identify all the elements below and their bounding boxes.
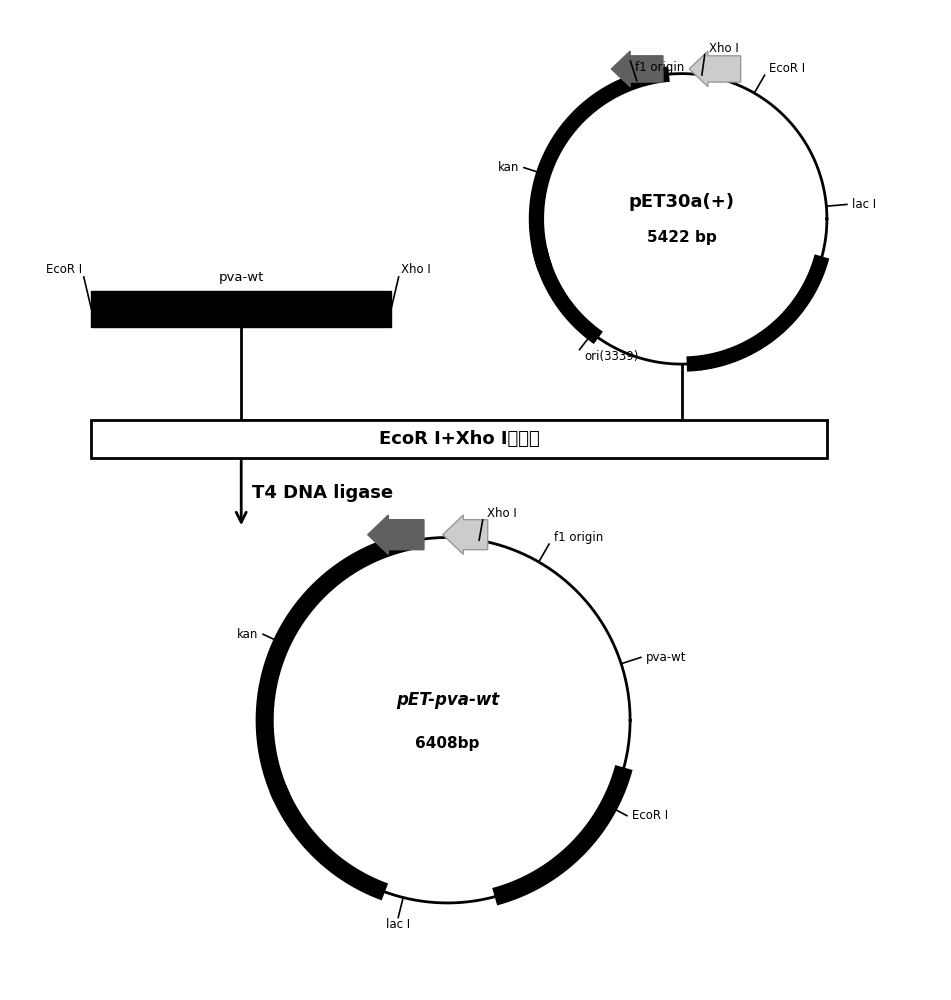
Text: EcoR I+Xho I双酶切: EcoR I+Xho I双酶切: [378, 430, 539, 448]
Text: kan: kan: [498, 161, 519, 174]
Text: pva-wt: pva-wt: [646, 651, 686, 664]
Text: Xho I: Xho I: [487, 507, 517, 520]
Bar: [91, 420, 827, 458]
FancyArrow shape: [368, 515, 424, 554]
Text: Xho I: Xho I: [709, 42, 739, 55]
Text: 5422 bp: 5422 bp: [647, 230, 716, 245]
FancyArrow shape: [443, 515, 488, 554]
Text: ori(3339): ori(3339): [584, 350, 639, 363]
Text: kan: kan: [237, 628, 259, 641]
Text: EcoR I: EcoR I: [631, 809, 668, 822]
Bar: [91, 291, 391, 327]
FancyArrow shape: [689, 51, 741, 87]
Text: f1 origin: f1 origin: [635, 61, 685, 74]
Text: f1 origin: f1 origin: [553, 531, 603, 544]
FancyArrow shape: [611, 51, 663, 87]
Text: EcoR I: EcoR I: [769, 62, 805, 75]
Text: T4 DNA ligase: T4 DNA ligase: [252, 484, 394, 502]
Text: pET30a(+): pET30a(+): [629, 193, 735, 211]
Text: lac I: lac I: [386, 918, 410, 931]
Text: 6408bp: 6408bp: [416, 736, 479, 751]
Text: Xho I: Xho I: [400, 263, 430, 276]
Text: pET-pva-wt: pET-pva-wt: [396, 691, 499, 709]
Text: EcoR I: EcoR I: [46, 263, 82, 276]
Text: lac I: lac I: [851, 198, 876, 211]
Text: pva-wt: pva-wt: [219, 271, 264, 284]
